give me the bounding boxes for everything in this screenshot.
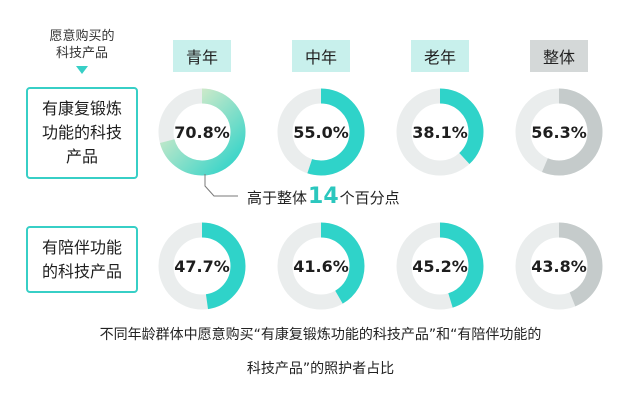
- row-label-companion: 有陪伴功能 的科技产品: [26, 226, 138, 293]
- col-head-elderly: 老年: [411, 40, 469, 72]
- donut-value-label: 43.8%: [531, 257, 587, 276]
- donut-value-label: 56.3%: [531, 123, 587, 142]
- annotation-suffix: 个百分点: [339, 189, 400, 207]
- donut-value-label: 47.7%: [174, 257, 230, 276]
- annotation-number: 14: [308, 184, 339, 209]
- donut-arc-1-0: [158, 222, 246, 310]
- donut-value-label: 55.0%: [293, 123, 349, 142]
- donut-arc-0-0: [158, 88, 246, 176]
- donut-arc-0-2: [396, 88, 484, 176]
- donut-value-label: 45.2%: [412, 257, 468, 276]
- donut-arc-0-3: [515, 88, 603, 176]
- annotation: 高于整体 14 个百分点: [247, 184, 400, 209]
- caption-line-1: 不同年龄群体中愿意购买“有康复锻炼功能的科技产品”和“有陪伴功能的: [99, 327, 542, 343]
- donut-arc-1-2: [396, 222, 484, 310]
- col-head-middle-aged: 中年: [292, 40, 350, 72]
- donut-value-label: 38.1%: [412, 123, 468, 142]
- donut-arc-1-3: [515, 222, 603, 310]
- donut-value-label: 41.6%: [293, 257, 349, 276]
- donut-arc-0-1: [277, 88, 365, 176]
- annotation-leader-line: [204, 174, 238, 197]
- donut-value-label: 70.8%: [174, 123, 230, 142]
- caption-line-2: 科技产品”的照护者占比: [246, 361, 395, 377]
- corner-arrow-icon: [76, 66, 88, 74]
- row-label-rehab: 有康复锻炼 功能的科技 产品: [26, 87, 138, 179]
- donut-arc-1-1: [277, 222, 365, 310]
- annotation-prefix: 高于整体: [247, 189, 308, 207]
- corner-label: 愿意购买的 科技产品: [49, 29, 115, 61]
- col-head-overall: 整体: [530, 40, 588, 72]
- col-head-youth: 青年: [173, 40, 231, 72]
